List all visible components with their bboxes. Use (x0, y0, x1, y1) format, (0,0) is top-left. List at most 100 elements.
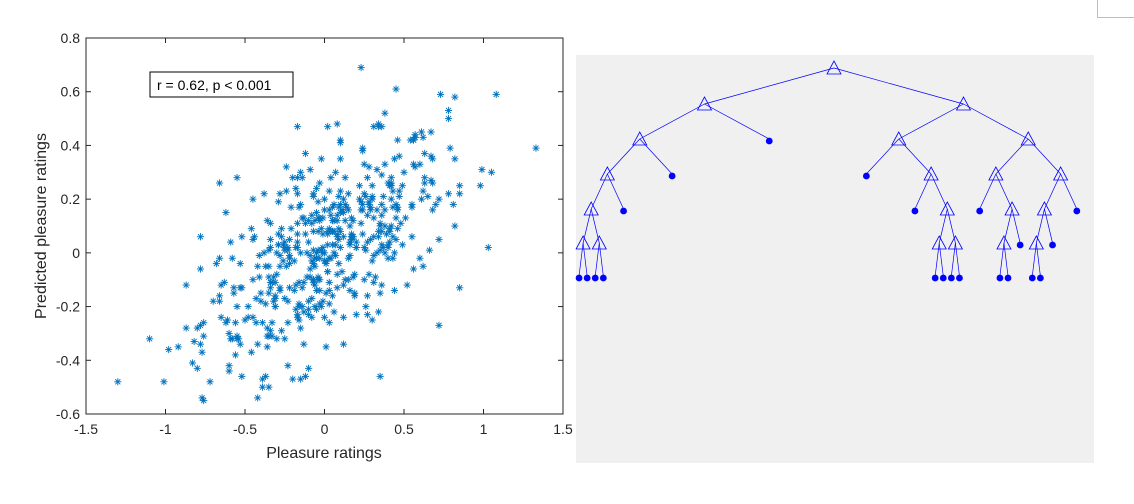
scatter-point (341, 217, 349, 225)
scatter-point (352, 311, 360, 319)
scatter-point (384, 179, 392, 187)
scatter-point-stroke (401, 169, 407, 176)
scatter-point (360, 276, 368, 284)
scatter-point-stroke (367, 207, 374, 213)
scatter-point (344, 190, 352, 198)
scatter-point (257, 297, 265, 305)
scatter-point-stroke (377, 373, 383, 380)
scatter-point-stroke (294, 123, 301, 130)
scatter-point-stroke (305, 306, 312, 313)
scatter-point-stroke (337, 139, 344, 146)
scatter-point (255, 273, 263, 281)
scatter-point-stroke (207, 378, 213, 385)
scatter-point-stroke (280, 258, 286, 264)
scatter-point-stroke (353, 311, 360, 318)
scatter-point (359, 144, 367, 152)
scatter-point (258, 319, 267, 327)
scatter-point-stroke (248, 225, 255, 232)
scatter-point-stroke (316, 287, 323, 294)
scatter-point (336, 155, 344, 163)
scatter-point-stroke (223, 209, 229, 216)
scatter-point-stroke (342, 276, 349, 283)
scatter-point-stroke (337, 244, 344, 251)
scatter-point (417, 195, 426, 203)
scatter-point-stroke (350, 217, 356, 224)
scatter-point-stroke (318, 225, 325, 232)
scatter-point (368, 182, 376, 190)
scatter-point (435, 235, 443, 244)
scatter-point (293, 219, 302, 227)
scatter-point (368, 257, 376, 265)
scatter-point (492, 90, 500, 98)
scatter-point-stroke (294, 314, 301, 321)
scatter-point-stroke (334, 284, 341, 291)
scatter-point-stroke (294, 231, 301, 237)
scatter-point (376, 219, 384, 227)
tree-split-node (591, 235, 607, 250)
scatter-point-stroke (264, 344, 271, 350)
scatter-point (274, 230, 282, 238)
scatter-point (360, 243, 368, 252)
scatter-point-stroke (275, 241, 282, 248)
scatter-point-stroke (197, 233, 204, 240)
scatter-point-stroke (114, 378, 121, 385)
scatter-point-stroke (175, 344, 182, 350)
scatter-point-stroke (378, 241, 385, 248)
scatter-point-stroke (340, 233, 347, 240)
scatter-point (339, 340, 348, 348)
scatter-point (255, 251, 263, 260)
scatter-point-stroke (234, 174, 240, 181)
scatter-point-stroke (366, 198, 372, 205)
scatter-point-stroke (366, 164, 372, 170)
scatter-point-stroke (429, 180, 436, 186)
x-tick-label: 0 (321, 421, 329, 437)
scatter-point-stroke (334, 231, 341, 237)
scatter-point (319, 243, 327, 252)
scatter-point-stroke (407, 137, 414, 143)
scatter-point-stroke (283, 188, 290, 194)
scatter-point-stroke (340, 314, 347, 321)
scatter-point (281, 294, 289, 303)
scatter-point-stroke (234, 303, 240, 310)
scatter-point (390, 155, 399, 163)
scatter-point (314, 198, 322, 206)
scatter-point-stroke (391, 156, 398, 162)
scatter-point (351, 289, 359, 297)
scatter-point-stroke (382, 110, 388, 117)
scatter-point (325, 300, 333, 308)
scatter-point-stroke (378, 172, 385, 178)
scatter-point (297, 168, 305, 176)
scatter-point-stroke (378, 212, 385, 219)
scatter-point (341, 200, 349, 209)
scatter-point (339, 233, 348, 241)
scatter-point (390, 249, 399, 257)
scatter-point (268, 319, 276, 327)
scatter-point (308, 257, 316, 265)
scatter-point-stroke (370, 215, 377, 221)
y-tick-label: -0.6 (56, 406, 80, 422)
scatter-point-stroke (339, 268, 345, 275)
scatter-point (182, 324, 190, 332)
scatter-point-stroke (350, 233, 356, 240)
scatter-point (273, 249, 281, 257)
scatter-point (215, 254, 224, 262)
scatter-point-stroke (375, 121, 382, 127)
y-tick-label: 0 (72, 245, 80, 261)
tree-split-node (931, 235, 947, 250)
scatter-point (297, 249, 305, 257)
tree-nodes (575, 60, 1081, 282)
scatter-point-stroke (310, 260, 317, 267)
tree-leaf-node (1049, 241, 1056, 249)
scatter-point-stroke (410, 266, 417, 272)
scatter-point (394, 136, 402, 144)
scatter-point-stroke (191, 338, 197, 345)
scatter-point (352, 238, 360, 246)
scatter-point (320, 313, 329, 321)
scatter-point-stroke (229, 255, 236, 262)
scatter-point (212, 260, 220, 268)
scatter-point (371, 273, 379, 281)
tree-leaf-node (931, 274, 939, 282)
scatter-point-stroke (369, 258, 376, 264)
scatter-point-stroke (342, 201, 349, 208)
scatter-point-stroke (326, 279, 333, 286)
